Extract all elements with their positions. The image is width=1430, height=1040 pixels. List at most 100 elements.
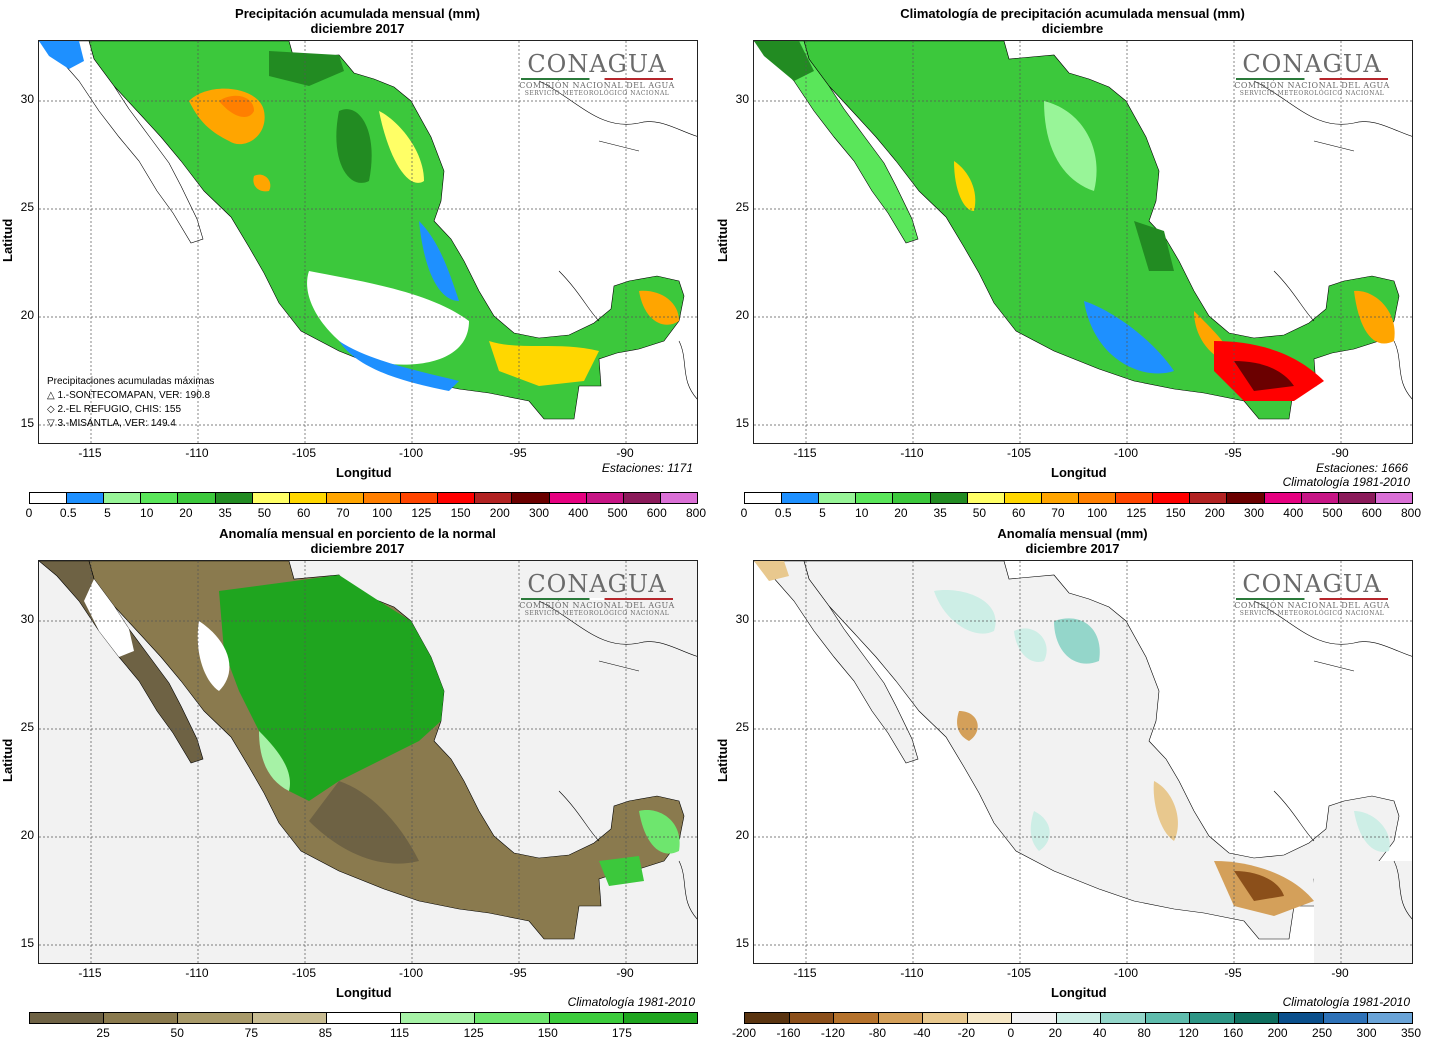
legend-label: -40 — [913, 1026, 931, 1040]
legend-label: 200 — [1204, 506, 1225, 520]
conagua-logo: CONAGUA COMISIÓN NACIONAL DEL AGUA SERVI… — [517, 51, 677, 97]
stations-note: Estaciones: 1171 — [601, 461, 693, 475]
ytick: 30 — [735, 612, 749, 626]
legend-label: -120 — [820, 1026, 845, 1040]
legend-label: 70 — [336, 506, 350, 520]
legend-swatch — [819, 493, 857, 503]
ytick: 25 — [735, 200, 749, 214]
legend-label: 100 — [372, 506, 393, 520]
ytick: 30 — [20, 612, 34, 626]
legend-label: 100 — [1087, 506, 1108, 520]
legend-swatch — [782, 493, 820, 503]
legend-swatch — [141, 493, 179, 503]
legend-label: 160 — [1223, 1026, 1244, 1040]
ytick: 30 — [20, 92, 34, 106]
anomaly-legend-bar — [744, 1012, 1413, 1024]
legend-label: 85 — [318, 1026, 333, 1040]
ytick: 25 — [20, 720, 34, 734]
legend-swatch — [1101, 1013, 1146, 1023]
y-axis-label: Latitud — [0, 738, 15, 782]
xtick: -90 — [616, 966, 634, 980]
legend-swatch — [623, 1013, 697, 1023]
legend-swatch — [967, 493, 1005, 503]
xtick: -110 — [900, 446, 924, 460]
legend-swatch — [1301, 493, 1339, 503]
logo-name: CONAGUA — [527, 50, 667, 78]
legend-label: 50 — [972, 506, 987, 520]
legend-swatch — [401, 1013, 476, 1023]
legend-swatch — [856, 493, 894, 503]
legend-swatch — [1338, 493, 1376, 503]
legend-label: 300 — [1244, 506, 1265, 520]
mexico-map — [754, 561, 1412, 963]
max-title: Precipitaciones acumuladas máximas — [47, 376, 215, 387]
panel-title-line1: Anomalía mensual en porciento de la norm… — [219, 526, 496, 541]
legend-label: 60 — [1011, 506, 1026, 520]
xtick: -115 — [793, 966, 817, 980]
legend-label: 10 — [855, 506, 869, 520]
legend-swatch — [1264, 493, 1302, 503]
legend-label: 25 — [96, 1026, 110, 1040]
legend-swatch — [1145, 1013, 1191, 1023]
y-axis-label: Latitud — [715, 218, 730, 262]
legend-swatch — [475, 1013, 550, 1023]
legend-swatch — [623, 493, 661, 503]
mexico-map — [39, 41, 697, 443]
legend-label: -20 — [957, 1026, 975, 1040]
x-axis-label: Longitud — [336, 465, 392, 480]
xtick: -110 — [900, 966, 924, 980]
legend-swatch — [401, 493, 439, 503]
xtick: -100 — [398, 446, 424, 460]
legend-label: 5 — [104, 506, 111, 520]
xtick: -100 — [398, 966, 424, 980]
legend-label: 800 — [685, 506, 707, 520]
legend-swatch — [745, 1013, 790, 1023]
legend-swatch — [1056, 1013, 1102, 1023]
legend-swatch — [745, 493, 783, 503]
max-item-3: ▽ 3.-MISANTLA, VER: 149.4 — [47, 418, 176, 429]
legend-swatch — [289, 493, 327, 503]
legend-swatch — [660, 493, 697, 503]
ytick: 25 — [20, 200, 34, 214]
legend-label: 175 — [611, 1026, 632, 1040]
legend-swatch — [30, 493, 68, 503]
xtick: -90 — [1331, 966, 1349, 980]
max-item-2: ◇ 2.-EL REFUGIO, CHIS: 155 — [47, 404, 182, 415]
xtick: -100 — [1113, 966, 1139, 980]
map-area: CONAGUA COMISIÓN NACIONAL DEL AGUA SERVI… — [753, 40, 1413, 444]
legend-swatch — [1078, 493, 1117, 503]
xtick: -110 — [185, 966, 209, 980]
panel-title-line2: diciembre 2017 — [310, 541, 405, 556]
map-area: CONAGUA COMISIÓN NACIONAL DEL AGUA SERVI… — [753, 560, 1413, 964]
legend-label: 200 — [1267, 1026, 1288, 1040]
percent-legend-bar — [29, 1012, 698, 1024]
legend-label: 250 — [1312, 1026, 1333, 1040]
legend-swatch — [1323, 1013, 1369, 1023]
xtick: -95 — [509, 446, 527, 460]
stations-note: Estaciones: 1666 — [1315, 461, 1408, 475]
legend-swatch — [1041, 493, 1079, 503]
conagua-logo: CONAGUA COMISIÓN NACIONAL DEL AGUA SERVI… — [517, 571, 677, 617]
legend-label: 200 — [489, 506, 510, 520]
legend-label: 300 — [529, 506, 550, 520]
legend-swatch — [1190, 493, 1228, 503]
precip-legend-bar — [29, 492, 698, 504]
legend-swatch — [67, 493, 105, 503]
panel-percent-normal: Anomalía mensual en porciento de la norm… — [0, 520, 715, 1040]
ytick: 25 — [735, 720, 749, 734]
legend-label: 115 — [389, 1026, 410, 1040]
legend-swatch — [1234, 1013, 1280, 1023]
xtick: -95 — [509, 966, 527, 980]
legend-label: 350 — [1400, 1026, 1422, 1040]
legend-swatch — [549, 493, 587, 503]
panel-precip-clim: Climatología de precipitación acumulada … — [715, 0, 1430, 525]
xtick: -90 — [616, 446, 634, 460]
legend-swatch — [1190, 1013, 1235, 1023]
xtick: -105 — [1006, 446, 1032, 460]
legend-label: 35 — [218, 506, 232, 520]
legend-label: 75 — [244, 1026, 258, 1040]
legend-swatch — [363, 493, 402, 503]
ytick: 20 — [735, 308, 749, 322]
legend-label: 50 — [170, 1026, 184, 1040]
legend-swatch — [438, 493, 476, 503]
